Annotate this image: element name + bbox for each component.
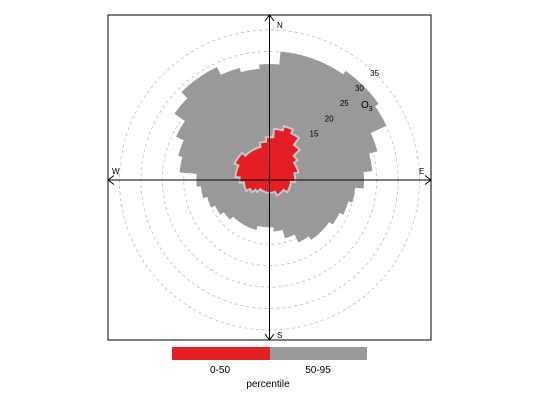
axes — [107, 14, 432, 341]
radial-tick-labels: 15 20 25 30 35 — [310, 69, 380, 139]
radial-tick-label: 35 — [370, 69, 379, 78]
north-arrow — [264, 14, 275, 22]
legend-swatch-50-95 — [270, 347, 367, 360]
legend-label-0-50: 0-50 — [210, 365, 230, 376]
legend-title: percentile — [246, 379, 290, 390]
legend-label-50-95: 50-95 — [305, 365, 331, 376]
south-arrow — [264, 333, 275, 341]
south-label: S — [277, 331, 282, 340]
west-arrow — [107, 175, 115, 185]
radial-tick-label: 25 — [340, 99, 349, 108]
east-arrow — [424, 175, 432, 185]
pollutant-subscript: 3 — [369, 106, 373, 113]
pollutant-symbol: O — [361, 100, 369, 111]
north-label: N — [277, 21, 283, 30]
median-boundary — [233, 124, 302, 197]
radial-tick-label: 15 — [310, 130, 319, 139]
pollutant-label: O3 — [361, 100, 373, 113]
radial-tick-label: 30 — [355, 84, 364, 93]
west-label: W — [112, 167, 120, 176]
legend-swatch-0-50 — [172, 347, 270, 360]
radial-tick-label: 20 — [325, 114, 334, 123]
rose-segments — [174, 51, 387, 243]
east-label: E — [419, 167, 424, 176]
